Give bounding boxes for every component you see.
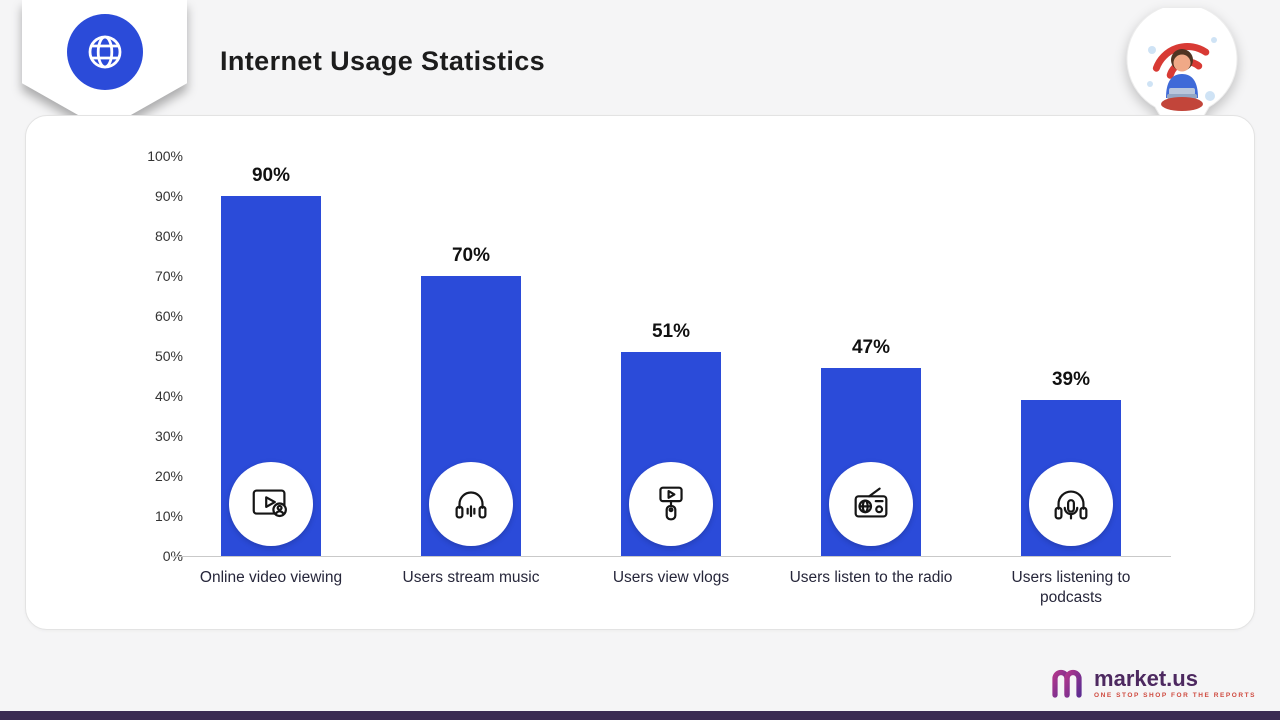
- person-wifi-illustration: [1122, 8, 1242, 158]
- y-axis-tick: 20%: [154, 468, 183, 484]
- value-label: 51%: [651, 321, 691, 342]
- category-label: Online video viewing: [199, 569, 343, 586]
- page-title: Internet Usage Statistics: [220, 46, 546, 76]
- y-axis-tick: 80%: [154, 228, 183, 244]
- bar-column-podcasts: 39%: [971, 156, 1171, 556]
- category-label: Users view vlogs: [612, 569, 730, 586]
- video-play-icon: [229, 462, 313, 546]
- bars-area: 90% 70%: [171, 156, 1171, 556]
- y-axis-tick: 50%: [154, 348, 183, 364]
- y-axis-tick: 0%: [162, 548, 183, 564]
- marketus-logo-icon: [1049, 666, 1085, 700]
- value-label: 70%: [451, 245, 491, 266]
- value-label: 90%: [251, 165, 291, 186]
- y-axis-tick: 90%: [154, 188, 183, 204]
- bar-column-listen-radio: 47%: [771, 156, 971, 556]
- bar-column-view-vlogs: 51%: [571, 156, 771, 556]
- globe-icon: [66, 14, 143, 90]
- chart-card: 100% 90% 80% 70% 60% 50% 40% 30% 20% 10% 0% 90%: [25, 115, 1255, 630]
- value-label: 39%: [1051, 369, 1091, 390]
- globe-badge: [22, 0, 187, 135]
- y-axis-tick: 30%: [154, 428, 183, 444]
- value-label: 47%: [851, 337, 891, 358]
- headphones-music-icon: [429, 462, 513, 546]
- category-label: Users listen to the radio: [789, 569, 953, 586]
- bar-stream-music: [421, 276, 521, 556]
- x-axis-line: [171, 556, 1171, 557]
- bar-online-video: [221, 196, 321, 556]
- vlog-selfie-camera-icon: [629, 462, 713, 546]
- bar-view-vlogs: [621, 352, 721, 556]
- logo-text: market.us: [1094, 665, 1198, 691]
- bar-podcasts: [1021, 400, 1121, 556]
- bar-column-stream-music: 70%: [371, 156, 571, 556]
- bottom-accent-strip: [0, 711, 1280, 720]
- y-axis-tick: 70%: [154, 268, 183, 284]
- category-label: Users listening to podcasts: [1011, 569, 1131, 607]
- bar-listen-radio: [821, 368, 921, 556]
- y-axis-tick: 100%: [147, 148, 183, 164]
- x-axis-labels: Online video viewing Users stream music …: [171, 568, 1171, 608]
- y-axis: 100% 90% 80% 70% 60% 50% 40% 30% 20% 10% 0%: [86, 148, 183, 564]
- marketus-logo: market.us ONE STOP SHOP FOR THE REPORTS: [1049, 666, 1256, 700]
- bar-column-online-video: 90%: [171, 156, 371, 556]
- radio-icon: [829, 462, 913, 546]
- logo-tagline: ONE STOP SHOP FOR THE REPORTS: [1094, 692, 1256, 700]
- y-axis-tick: 10%: [154, 508, 183, 524]
- y-axis-tick: 60%: [154, 308, 183, 324]
- y-axis-tick: 40%: [154, 388, 183, 404]
- category-label: Users stream music: [402, 569, 540, 586]
- podcast-headset-mic-icon: [1029, 462, 1113, 546]
